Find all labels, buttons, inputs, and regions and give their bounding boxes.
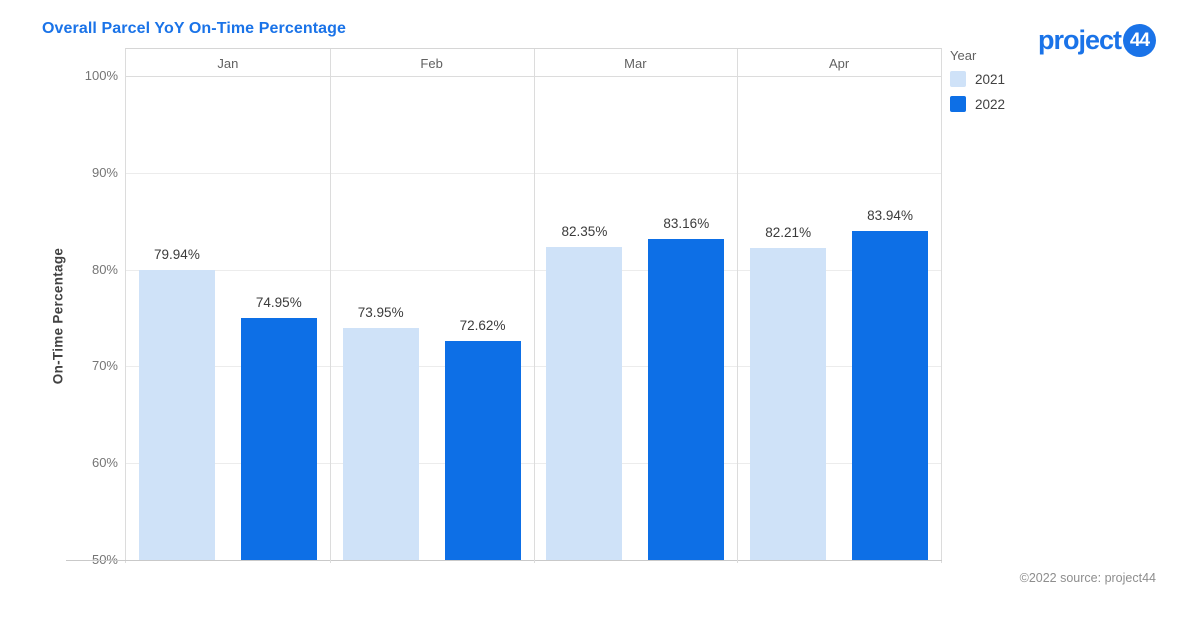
y-tick-label: 90% [91,164,118,180]
legend-title: Year [950,48,977,63]
x-axis-line [66,560,942,561]
panel-separator [533,49,535,563]
legend-label: 2021 [975,71,1006,87]
panel-separator [329,49,331,563]
column-header-jan: Jan [217,56,239,71]
logo-wordmark: project [1037,25,1122,55]
logo-badge-icon: 44 [1123,24,1156,57]
project44-logo: project 44 [1038,24,1156,57]
bar-value-label: 74.95% [255,295,302,311]
y-tick-label: 100% [84,68,118,83]
bar-2022-feb[interactable] [444,341,521,560]
bar-2022-mar[interactable] [648,239,725,560]
bar-value-label: 83.94% [867,208,913,224]
bar-value-label: 73.95% [357,305,404,321]
chart-panels: 100% 90% 80% 70% 60% 50% Jan 79.94% 74.95% Feb 73.… [66,48,942,567]
panel-separator [737,49,739,563]
bar-2022-jan[interactable] [240,318,317,560]
legend: Year 2021 2022 [950,48,1005,121]
y-tick-label: 80% [91,261,118,277]
legend-item-2022[interactable]: 2022 [950,96,1005,112]
y-tick-label: 70% [91,358,118,374]
bar-2022-apr[interactable] [852,231,929,560]
y-tick-label: 50% [91,552,118,567]
source-attribution: ©2022 source: project44 [1019,571,1156,585]
bar-value-label: 82.35% [561,223,608,239]
bar-2021-feb[interactable] [342,328,419,560]
bar-value-label: 79.94% [154,247,200,263]
legend-swatch-icon [950,96,966,112]
y-tick-label: 60% [91,455,118,471]
column-header-apr: Apr [829,56,850,71]
legend-items: 2021 2022 [950,71,1005,112]
bar-2021-apr[interactable] [750,248,827,560]
bar-2021-jan[interactable] [138,270,215,560]
bar-value-label: 82.21% [765,225,812,241]
page-title: Overall Parcel YoY On-Time Percentage [42,20,346,37]
column-header-feb: Feb [420,56,443,71]
column-header-mar: Mar [624,56,647,71]
legend-swatch-icon [950,71,966,87]
bar-value-label: 83.16% [663,216,710,231]
legend-label: 2022 [975,96,1006,112]
legend-item-2021[interactable]: 2021 [950,71,1005,87]
bar-2021-mar[interactable] [546,246,623,560]
bar-value-label: 72.62% [459,318,506,334]
